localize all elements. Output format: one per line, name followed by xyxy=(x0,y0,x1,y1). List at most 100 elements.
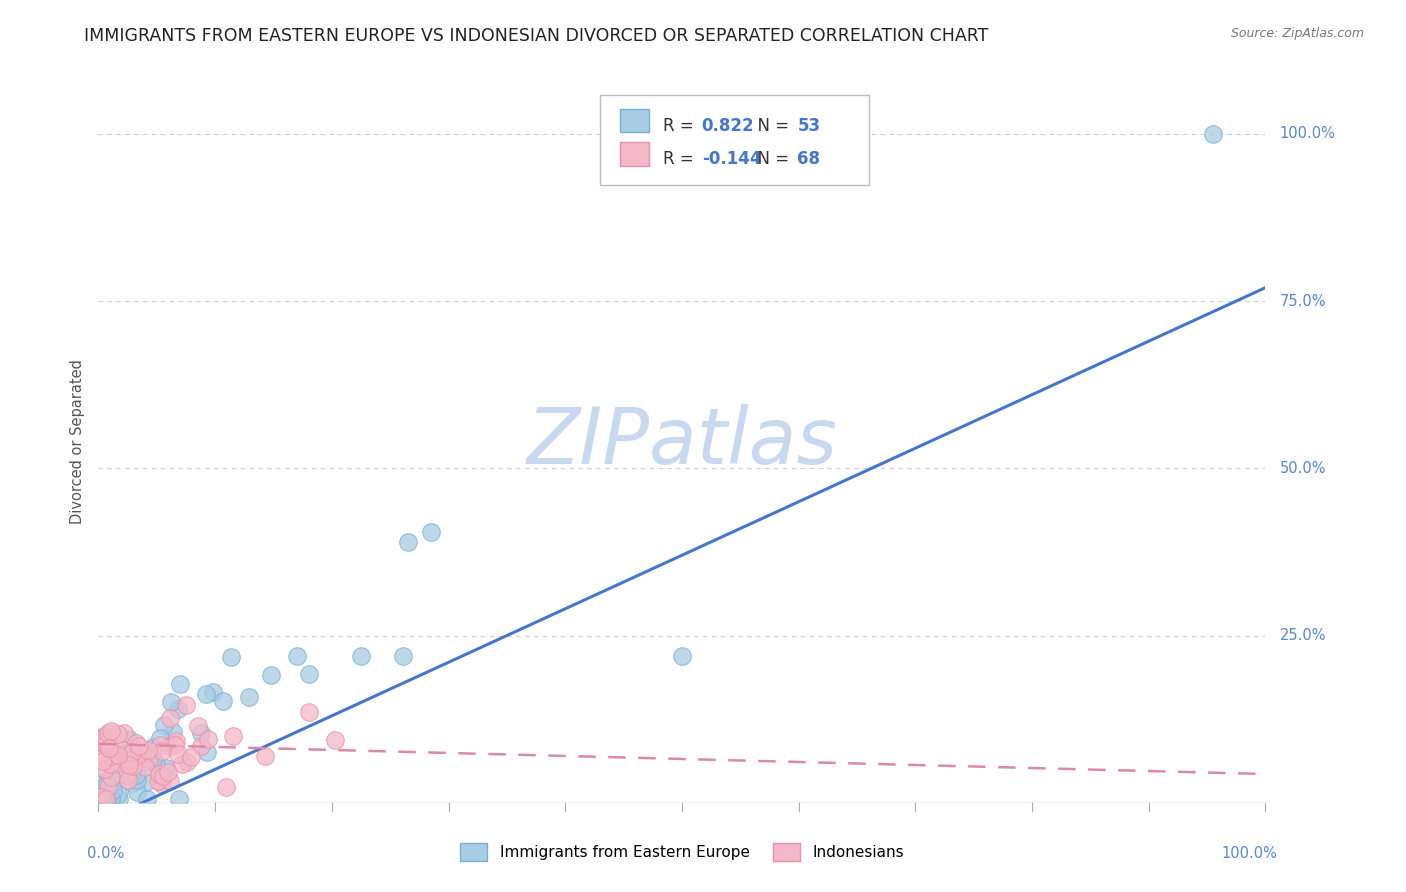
Point xyxy=(122,752,145,766)
Point xyxy=(146,774,169,789)
Point xyxy=(98,742,121,756)
Point xyxy=(90,735,112,749)
Point xyxy=(298,705,321,719)
Point xyxy=(94,737,117,751)
Text: Source: ZipAtlas.com: Source: ZipAtlas.com xyxy=(1230,27,1364,40)
Text: 53: 53 xyxy=(797,117,821,135)
Point xyxy=(149,731,172,746)
Point xyxy=(121,745,143,759)
Text: 25.0%: 25.0% xyxy=(1279,628,1326,643)
Point xyxy=(125,747,148,762)
Text: ZIPatlas: ZIPatlas xyxy=(526,403,838,480)
Point xyxy=(159,739,181,753)
Point xyxy=(97,726,120,740)
Point xyxy=(149,773,172,788)
Point xyxy=(176,756,198,770)
Point xyxy=(323,733,346,747)
Point xyxy=(135,775,157,789)
Point xyxy=(194,687,217,701)
Point xyxy=(100,748,122,763)
Point xyxy=(136,742,159,756)
Point xyxy=(117,772,139,787)
Point xyxy=(100,792,122,806)
Point xyxy=(392,648,415,663)
Point xyxy=(260,668,283,682)
FancyBboxPatch shape xyxy=(620,109,650,132)
Legend: Immigrants from Eastern Europe, Indonesians: Immigrants from Eastern Europe, Indonesi… xyxy=(454,837,910,867)
Point xyxy=(162,724,184,739)
Point xyxy=(219,649,242,664)
Point xyxy=(197,731,219,746)
Point xyxy=(150,743,173,757)
Y-axis label: Divorced or Separated: Divorced or Separated xyxy=(69,359,84,524)
Point xyxy=(93,783,115,797)
Point xyxy=(138,752,160,766)
Point xyxy=(121,776,143,790)
Point xyxy=(202,684,225,698)
Point xyxy=(142,740,165,755)
FancyBboxPatch shape xyxy=(620,142,650,166)
Point xyxy=(117,732,139,747)
Point xyxy=(107,756,129,770)
Point xyxy=(136,792,159,806)
Text: 100.0%: 100.0% xyxy=(1279,127,1336,141)
Point xyxy=(97,780,120,794)
Point xyxy=(94,762,117,776)
Point xyxy=(112,747,135,761)
Point xyxy=(139,748,162,763)
Point xyxy=(90,789,112,804)
Point xyxy=(160,695,183,709)
Point xyxy=(93,786,115,800)
Point xyxy=(94,792,117,806)
Point xyxy=(157,765,180,780)
Point xyxy=(93,792,115,806)
Point xyxy=(285,648,308,663)
Point xyxy=(170,757,193,772)
Point xyxy=(215,780,238,794)
Point xyxy=(120,766,142,780)
Point xyxy=(142,752,165,766)
Point xyxy=(103,775,125,789)
FancyBboxPatch shape xyxy=(600,95,869,185)
Point xyxy=(150,776,173,790)
Point xyxy=(155,762,177,776)
Point xyxy=(166,702,188,716)
Point xyxy=(107,748,129,763)
Point xyxy=(165,733,187,747)
Point xyxy=(349,648,371,663)
Point xyxy=(98,757,121,772)
Point xyxy=(108,740,131,755)
Point xyxy=(159,773,181,788)
Point xyxy=(212,693,235,707)
Point xyxy=(93,780,115,794)
Point xyxy=(90,731,112,746)
Point xyxy=(125,772,148,787)
Text: 68: 68 xyxy=(797,150,821,168)
Point xyxy=(153,718,176,732)
Point xyxy=(238,690,260,705)
Point xyxy=(90,738,112,752)
Point xyxy=(190,739,212,754)
Point xyxy=(125,785,148,799)
Point xyxy=(125,768,148,782)
Point xyxy=(222,729,245,743)
Point xyxy=(131,747,153,761)
Text: 0.0%: 0.0% xyxy=(87,847,124,861)
Point xyxy=(122,759,145,773)
Point xyxy=(169,792,191,806)
Point xyxy=(100,740,122,755)
Point xyxy=(96,792,118,806)
Text: 50.0%: 50.0% xyxy=(1279,461,1326,475)
Point xyxy=(180,750,202,764)
Point xyxy=(100,723,122,738)
Point xyxy=(107,727,129,741)
Point xyxy=(93,748,115,763)
Point xyxy=(190,725,212,739)
Point xyxy=(124,736,146,750)
Point xyxy=(135,755,157,769)
Text: N =: N = xyxy=(747,150,794,168)
Point xyxy=(107,787,129,801)
Text: R =: R = xyxy=(664,117,699,135)
Point xyxy=(145,756,167,771)
Point xyxy=(93,729,115,743)
